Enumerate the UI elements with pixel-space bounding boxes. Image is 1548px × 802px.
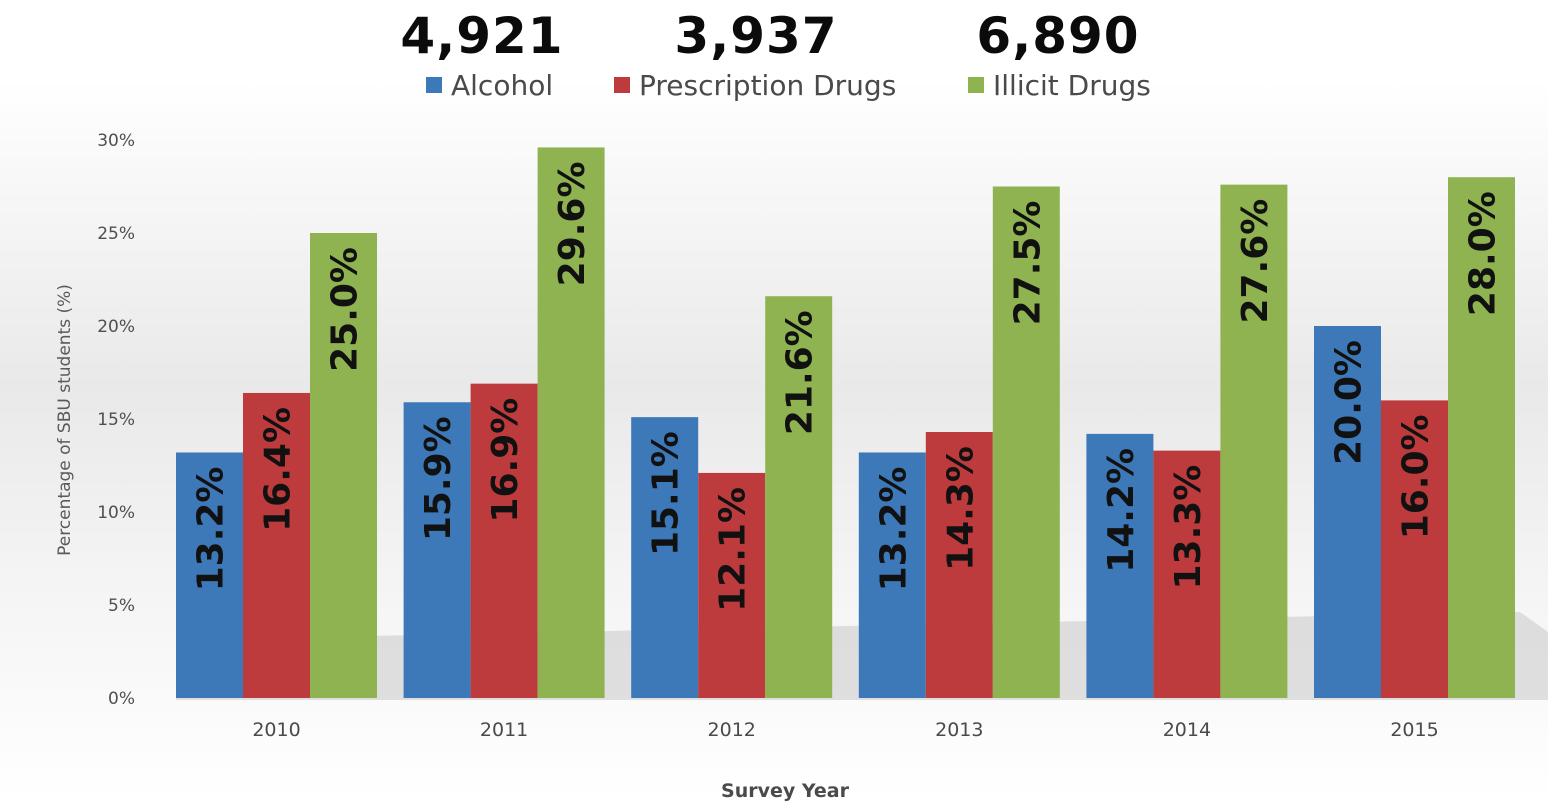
bar-alcohol-2015 — [1314, 326, 1381, 698]
bar-value-label: 15.9% — [418, 416, 459, 541]
y-tick-label: 15% — [97, 410, 135, 430]
x-tick-label: 2015 — [1390, 719, 1438, 741]
y-tick-label: 5% — [108, 596, 135, 616]
legend-item-illicit: Illicit Drugs — [968, 68, 1151, 102]
bar-illicit-drugs-2015 — [1448, 177, 1515, 698]
bar-value-label: 21.6% — [780, 310, 821, 435]
bar-illicit-drugs-2014 — [1220, 184, 1288, 698]
legend-label-alcohol: Alcohol — [451, 68, 554, 102]
y-tick-label: 30% — [97, 131, 135, 151]
legend-item-prescription: Prescription Drugs — [614, 68, 896, 102]
bar-alcohol-2011 — [403, 402, 471, 698]
bar-value-label: 16.9% — [485, 398, 526, 523]
bar-value-label: 12.1% — [713, 487, 754, 612]
x-tick-label: 2014 — [1163, 719, 1211, 741]
x-tick-label: 2013 — [935, 719, 983, 741]
headline-number-alcohol: 4,921 — [400, 7, 564, 65]
bar-prescription-drugs-2012 — [698, 472, 766, 698]
y-axis-title: Percentage of SBU students (%) — [55, 284, 75, 556]
bar-alcohol-2012 — [631, 417, 699, 698]
bar-value-label: 13.3% — [1168, 465, 1209, 590]
bar-value-label: 14.2% — [1101, 448, 1142, 573]
y-tick-label: 20% — [97, 317, 135, 337]
bar-illicit-drugs-2012 — [765, 296, 833, 698]
bar-value-label: 16.4% — [258, 407, 299, 532]
bar-value-label: 20.0% — [1329, 340, 1370, 465]
y-tick-label: 0% — [108, 689, 135, 709]
legend-swatch-alcohol — [426, 77, 442, 93]
bar-value-label: 16.0% — [1396, 414, 1437, 539]
y-tick-label: 25% — [97, 224, 135, 244]
bar-prescription-drugs-2014 — [1153, 450, 1221, 698]
bar-value-label: 13.2% — [191, 466, 232, 591]
bar-value-label: 14.3% — [940, 446, 981, 571]
x-tick-label: 2012 — [708, 719, 756, 741]
bar-illicit-drugs-2013 — [992, 186, 1060, 698]
y-tick-label: 10% — [97, 503, 135, 523]
bar-prescription-drugs-2011 — [470, 383, 538, 698]
legend-swatch-prescription — [614, 77, 630, 93]
legend-item-alcohol: Alcohol — [426, 68, 553, 102]
legend-label-illicit: Illicit Drugs — [993, 68, 1151, 102]
legend-swatch-illicit — [968, 77, 984, 93]
x-tick-label: 2011 — [480, 719, 528, 741]
bar-prescription-drugs-2013 — [925, 432, 993, 698]
bar-value-label: 28.0% — [1463, 191, 1504, 316]
bar-value-label: 13.2% — [873, 466, 914, 591]
headline-number-prescription: 3,937 — [674, 7, 838, 65]
bar-alcohol-2010 — [176, 452, 243, 698]
bar-illicit-drugs-2011 — [537, 147, 605, 698]
x-tick-label: 2010 — [252, 719, 300, 741]
bar-prescription-drugs-2015 — [1381, 400, 1448, 698]
headline-number-illicit: 6,890 — [976, 7, 1140, 65]
bar-value-label: 29.6% — [552, 161, 593, 286]
legend-label-prescription: Prescription Drugs — [639, 68, 897, 102]
bar-value-label: 25.0% — [325, 247, 366, 372]
bar-prescription-drugs-2010 — [243, 392, 310, 698]
bar-value-label: 27.6% — [1235, 199, 1276, 324]
bar-value-label: 27.5% — [1007, 201, 1048, 326]
bar-alcohol-2014 — [1086, 433, 1154, 698]
bar-value-label: 15.1% — [646, 431, 687, 556]
x-axis-title: Survey Year — [721, 780, 850, 802]
bar-alcohol-2013 — [858, 452, 926, 698]
bar-illicit-drugs-2010 — [310, 233, 377, 698]
